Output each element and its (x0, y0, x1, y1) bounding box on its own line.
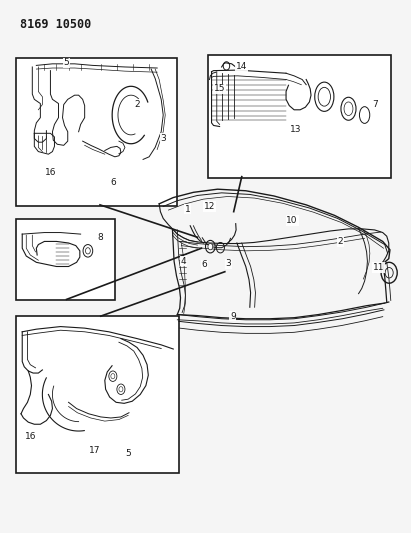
Ellipse shape (111, 374, 115, 379)
Text: 3: 3 (160, 134, 166, 143)
Text: 16: 16 (25, 432, 36, 441)
Ellipse shape (85, 248, 90, 254)
Bar (208, 55, 391, 177)
Bar (16, 316, 179, 473)
Text: 6: 6 (110, 179, 116, 188)
Text: 2: 2 (134, 100, 140, 109)
Ellipse shape (208, 244, 213, 250)
Text: 13: 13 (291, 125, 302, 134)
Text: 17: 17 (89, 446, 100, 455)
Bar (16, 220, 115, 301)
Text: 5: 5 (125, 449, 131, 458)
Text: 6: 6 (201, 261, 207, 270)
Text: 16: 16 (45, 168, 56, 177)
Text: 8: 8 (97, 233, 103, 243)
Text: 15: 15 (214, 84, 225, 93)
Text: 4: 4 (180, 257, 186, 266)
Text: 11: 11 (373, 263, 384, 272)
Text: 12: 12 (204, 202, 215, 211)
Text: 9: 9 (230, 312, 236, 321)
Text: 1: 1 (185, 205, 190, 214)
Text: 14: 14 (236, 62, 247, 71)
Text: 2: 2 (337, 237, 343, 246)
Bar (16, 58, 177, 206)
Text: 8169 10500: 8169 10500 (20, 19, 92, 31)
Ellipse shape (119, 386, 123, 392)
Text: 3: 3 (226, 260, 231, 269)
Text: 7: 7 (372, 100, 378, 109)
Text: 10: 10 (286, 216, 298, 225)
Text: 5: 5 (64, 58, 69, 67)
